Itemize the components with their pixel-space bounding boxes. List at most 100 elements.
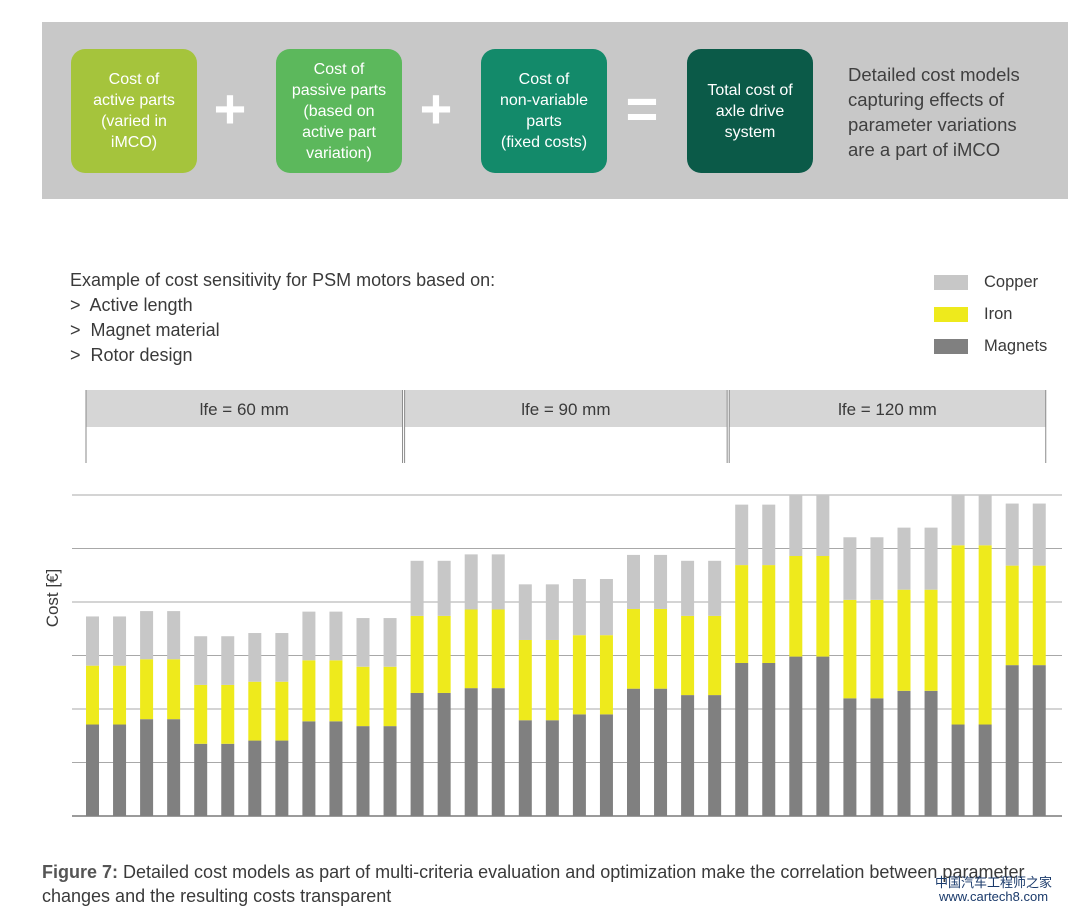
- watermark: 中国汽车工程师之家 www.cartech8.com: [935, 876, 1052, 904]
- passive-parts-box: Cost of passive parts (based on active p…: [276, 49, 402, 173]
- bar-iron-1: [86, 665, 99, 725]
- bar-copper-24: [708, 560, 722, 616]
- bar-iron-29: [843, 599, 857, 699]
- bar-copper-33: [951, 495, 965, 546]
- bar-copper-7: [248, 633, 262, 682]
- bar-magnets-6: [221, 743, 235, 816]
- bar-iron-4: [167, 659, 181, 720]
- bar-copper-2: [113, 616, 127, 666]
- bar-copper-4: [167, 611, 181, 660]
- intro-item: > Magnet material: [70, 320, 220, 340]
- bar-magnets-15: [464, 688, 478, 816]
- bar-copper-36: [1032, 503, 1046, 566]
- banner-note: Detailed cost models capturing effects o…: [848, 64, 1020, 160]
- active-parts-box: Cost of active parts (varied in iMCO): [71, 49, 197, 173]
- bar-iron-6: [221, 684, 235, 744]
- intro-text: Example of cost sensitivity for PSM moto…: [70, 268, 495, 368]
- bar-iron-33: [951, 545, 965, 725]
- bar-copper-21: [627, 554, 640, 609]
- bar-copper-25: [735, 504, 749, 566]
- bar-magnets-13: [410, 692, 424, 816]
- figure-caption: Figure 7: Detailed cost models as part o…: [42, 860, 1072, 908]
- bar-copper-22: [654, 554, 668, 609]
- bar-iron-19: [572, 635, 586, 715]
- bar-iron-18: [545, 639, 559, 721]
- group-header-band: [404, 390, 728, 427]
- bar-iron-5: [194, 684, 208, 744]
- bar-magnets-7: [248, 740, 262, 816]
- bar-copper-10: [329, 611, 343, 661]
- bar-magnets-17: [518, 720, 532, 816]
- legend-swatch: [934, 338, 968, 354]
- bar-magnets-31: [897, 690, 911, 816]
- watermark-line: www.cartech8.com: [938, 889, 1049, 904]
- bar-magnets-22: [654, 688, 668, 816]
- bar-iron-31: [897, 589, 911, 691]
- bar-magnets-36: [1032, 665, 1046, 816]
- bar-iron-11: [356, 666, 370, 727]
- bar-copper-15: [464, 554, 478, 610]
- bar-copper-14: [437, 560, 451, 616]
- bar-iron-14: [437, 615, 451, 693]
- bar-magnets-8: [275, 740, 289, 816]
- bar-magnets-5: [194, 743, 208, 816]
- group-label: lfe = 90 mm: [521, 400, 610, 419]
- bar-magnets-35: [1005, 665, 1019, 816]
- bar-copper-18: [545, 584, 559, 640]
- intro-heading: Example of cost sensitivity for PSM moto…: [70, 270, 496, 290]
- non-variable-parts-box: Cost of non-variable parts (fixed costs): [481, 49, 607, 173]
- bar-copper-20: [599, 578, 613, 636]
- bar-copper-28: [816, 495, 830, 556]
- equals-icon: =: [625, 77, 659, 140]
- bar-magnets-14: [437, 692, 451, 816]
- bar-iron-21: [627, 608, 640, 689]
- watermark-line: 中国汽车工程师之家: [935, 875, 1053, 890]
- bar-iron-34: [978, 545, 992, 725]
- bar-copper-1: [86, 616, 99, 666]
- bar-iron-30: [870, 599, 884, 699]
- bar-magnets-20: [599, 714, 613, 816]
- bar-iron-24: [708, 615, 722, 696]
- bar-magnets-9: [302, 721, 316, 816]
- legend-label: Copper: [984, 272, 1039, 291]
- bar-iron-2: [113, 665, 127, 725]
- bar-iron-3: [140, 659, 154, 720]
- total-cost-box: Total cost of axle drive system: [687, 49, 813, 173]
- bar-magnets-27: [789, 656, 803, 816]
- bar-magnets-4: [167, 719, 181, 816]
- bar-copper-6: [221, 636, 235, 685]
- bar-magnets-26: [762, 662, 776, 816]
- bar-copper-11: [356, 618, 370, 667]
- bar-copper-8: [275, 633, 289, 682]
- bar-iron-23: [681, 615, 695, 696]
- legend-swatch: [934, 306, 968, 322]
- legend-label: Magnets: [984, 336, 1048, 355]
- bar-iron-26: [762, 565, 776, 663]
- group-label: lfe = 60 mm: [200, 400, 289, 419]
- bar-magnets-29: [843, 698, 857, 816]
- bar-magnets-10: [329, 721, 343, 816]
- caption-text: Detailed cost models as part of multi-cr…: [42, 862, 1025, 906]
- intro-item: > Active length: [70, 295, 193, 315]
- plus-icon: +: [213, 77, 247, 140]
- bar-iron-7: [248, 681, 262, 741]
- bar-magnets-30: [870, 698, 884, 816]
- bar-iron-20: [599, 635, 613, 715]
- cost-model-banner: Cost of active parts (varied in iMCO) + …: [42, 22, 1068, 199]
- bar-iron-10: [329, 660, 343, 722]
- bar-copper-12: [383, 618, 397, 667]
- group-header-band: [729, 390, 1046, 427]
- bar-copper-16: [491, 554, 505, 610]
- bar-magnets-18: [545, 720, 559, 816]
- bar-copper-34: [978, 495, 992, 546]
- bar-magnets-12: [383, 726, 397, 816]
- bar-copper-19: [572, 578, 586, 636]
- bar-copper-5: [194, 636, 208, 685]
- bar-magnets-24: [708, 695, 722, 816]
- bar-magnets-1: [86, 724, 99, 816]
- bar-magnets-11: [356, 726, 370, 816]
- bar-copper-3: [140, 611, 154, 660]
- bar-magnets-3: [140, 719, 154, 816]
- bar-magnets-21: [627, 688, 640, 816]
